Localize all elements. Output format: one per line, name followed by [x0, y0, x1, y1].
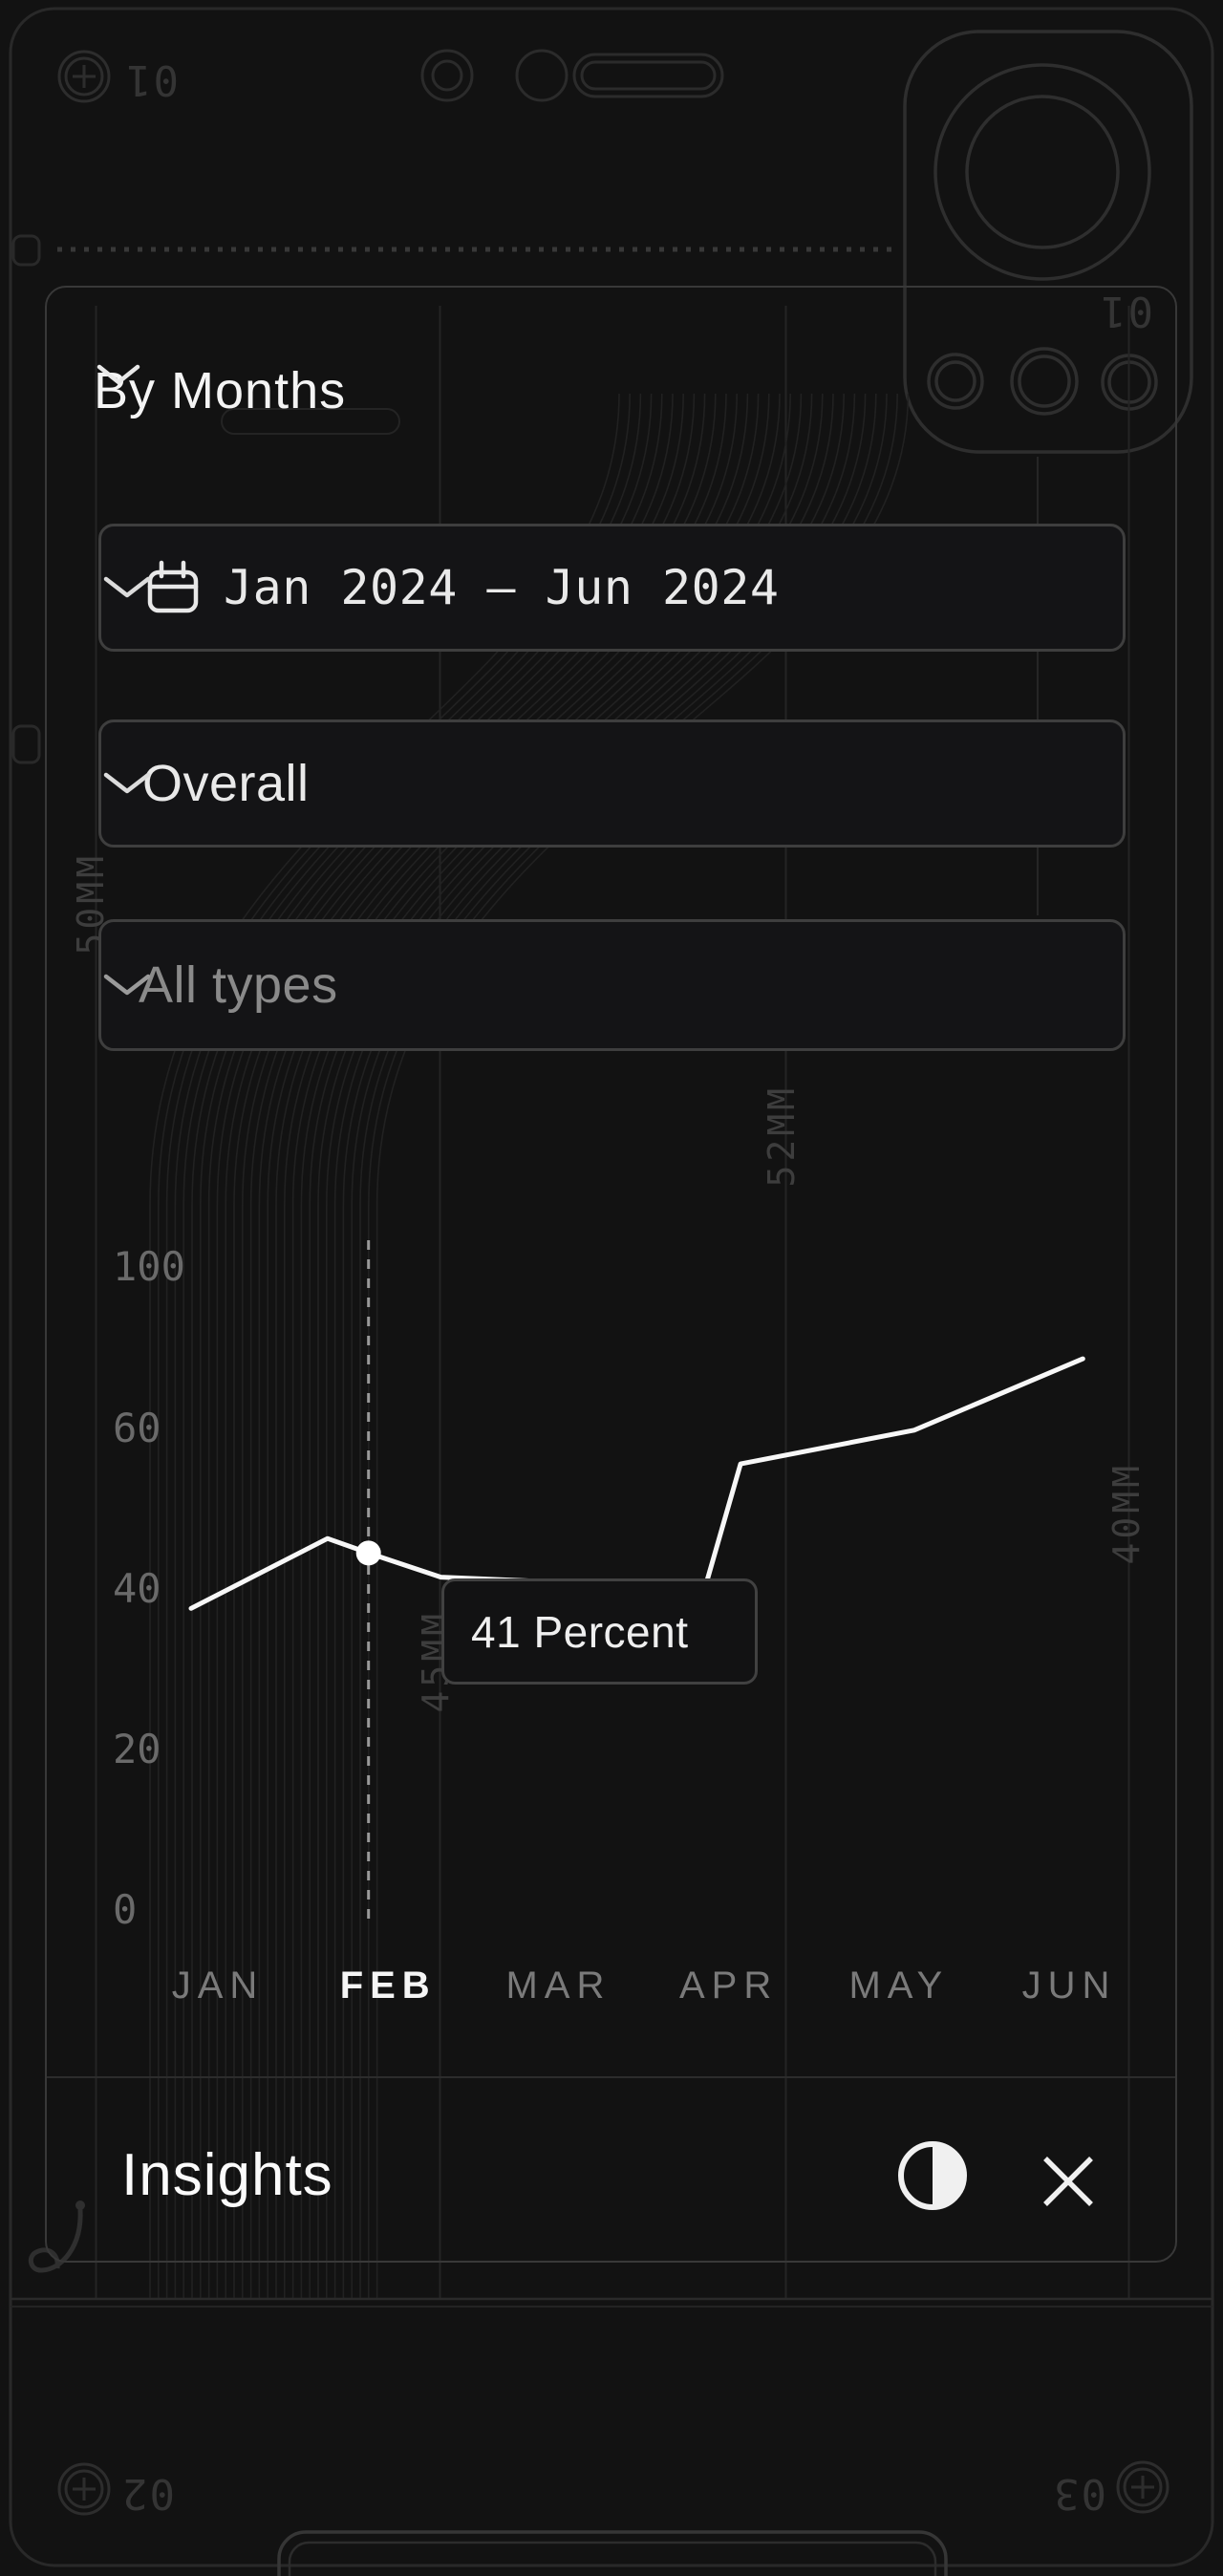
insights-bar: Insights	[47, 2076, 1175, 2263]
circled-plus-icon	[57, 50, 111, 103]
date-range-dropdown[interactable]: Jan 2024 – Jun 2024	[98, 524, 1126, 652]
date-range-value: Jan 2024 – Jun 2024	[224, 560, 780, 615]
month-label-feb[interactable]: FEB	[339, 1964, 437, 2007]
contrast-toggle-button[interactable]	[894, 2137, 971, 2214]
y-axis-tick: 40	[113, 1565, 161, 1612]
month-label-jun[interactable]: JUN	[1021, 1964, 1117, 2007]
chevron-down-icon	[103, 576, 151, 598]
chart-tooltip: 41 Percent	[441, 1578, 758, 1685]
side-button	[11, 234, 41, 267]
phone-frame-outline	[9, 7, 1214, 2567]
month-label-apr[interactable]: APR	[678, 1964, 779, 2007]
chevron-down-icon	[103, 772, 151, 794]
close-icon	[1043, 2157, 1093, 2206]
month-label-mar[interactable]: MAR	[505, 1964, 612, 2007]
faint-pill	[221, 408, 400, 435]
camera-lens-icon	[933, 63, 1151, 281]
month-label-jan[interactable]: JAN	[171, 1964, 265, 2007]
port-decoration	[420, 49, 724, 102]
y-axis-tick: 60	[113, 1405, 161, 1451]
insights-title: Insights	[121, 2142, 333, 2208]
contrast-icon	[898, 2141, 967, 2210]
tooltip-value: 41 Percent	[471, 1606, 689, 1657]
y-axis-tick: 20	[113, 1726, 161, 1772]
circled-plus-icon	[57, 2460, 1169, 2516]
category-dropdown[interactable]: Overall	[98, 719, 1126, 848]
chart-series-line	[188, 1356, 1085, 1611]
view-selector-dropdown[interactable]: By Months	[94, 361, 346, 420]
bottom-decoration	[11, 2200, 1212, 2576]
y-axis-tick: 100	[113, 1242, 185, 1290]
chevron-down-icon	[97, 364, 140, 385]
view-selector-label: By Months	[94, 362, 347, 419]
chevron-down-icon	[103, 974, 151, 996]
side-button	[11, 724, 41, 764]
type-placeholder: All types	[139, 956, 338, 1014]
y-axis-tick: 0	[113, 1886, 138, 1933]
category-value: Overall	[142, 755, 310, 812]
main-panel	[45, 286, 1177, 2263]
type-dropdown[interactable]: All types	[98, 919, 1126, 1051]
calendar-icon	[147, 560, 199, 613]
highlight-point-marker	[355, 1540, 381, 1566]
close-button[interactable]	[1038, 2151, 1099, 2212]
month-label-may[interactable]: MAY	[848, 1964, 950, 2007]
